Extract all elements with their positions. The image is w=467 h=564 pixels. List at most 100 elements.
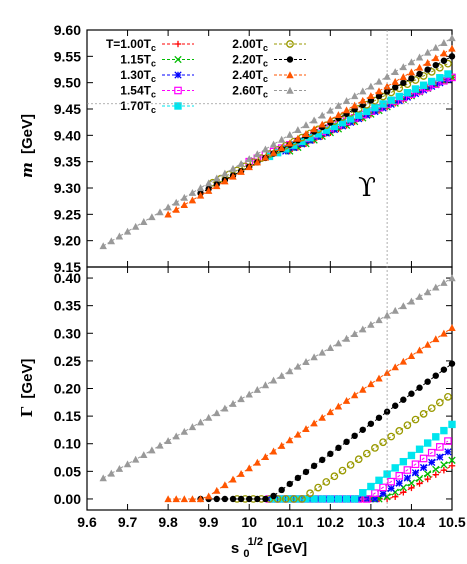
data-point [306, 489, 314, 498]
data-point [351, 432, 358, 440]
y-tick-label: 9.45 [54, 101, 81, 117]
data-point [269, 149, 278, 156]
legend-marker [174, 102, 182, 110]
data-point [326, 344, 335, 352]
data-point [204, 179, 213, 187]
data-point [318, 348, 326, 356]
data-point [448, 274, 456, 282]
data-point [440, 57, 448, 64]
data-point [180, 427, 189, 435]
data-point [363, 495, 371, 503]
data-point [302, 130, 310, 137]
data-point [302, 468, 310, 476]
data-point [294, 474, 302, 482]
data-point [277, 372, 286, 379]
data-point [286, 139, 294, 147]
data-point [428, 458, 436, 466]
data-point [392, 402, 399, 409]
data-point [140, 218, 148, 225]
data-point [350, 330, 359, 338]
y-tick-label: 0.40 [54, 270, 81, 286]
data-point [432, 372, 439, 379]
y-tick-label: 9.20 [54, 233, 81, 249]
data-point [164, 437, 172, 445]
data-point [319, 456, 326, 464]
data-point [435, 398, 444, 407]
data-point [379, 483, 387, 492]
marker-stroke [415, 474, 424, 483]
data-point [355, 111, 363, 119]
data-point [423, 288, 432, 296]
data-point [375, 374, 383, 382]
data-point [408, 75, 415, 82]
data-point [407, 58, 416, 66]
data-point [269, 376, 278, 384]
legend-marker [286, 56, 294, 63]
data-point [436, 453, 444, 461]
legend-item-5: 2.00Tc [232, 37, 306, 53]
legend-label: 1.54Tc [120, 84, 156, 100]
data-point [330, 472, 339, 481]
data-point [229, 475, 237, 483]
data-point [221, 404, 229, 412]
data-point [294, 430, 302, 438]
data-point [254, 495, 261, 503]
data-point [436, 74, 444, 82]
data-point [277, 135, 286, 143]
x-tick-label: 10.4 [398, 514, 425, 530]
data-point [196, 495, 205, 503]
bottom-y-axis-unit: [GeV] [19, 359, 36, 399]
data-point [371, 495, 379, 503]
data-point [415, 53, 424, 61]
data-point [440, 49, 448, 57]
data-point [253, 158, 262, 166]
data-point [407, 297, 416, 305]
data-point [379, 438, 387, 447]
data-point [213, 486, 221, 494]
data-point [399, 302, 408, 310]
data-point [428, 77, 436, 86]
marker-stroke [174, 71, 182, 79]
data-point [286, 130, 294, 138]
legend-label: 2.20Tc [232, 53, 268, 69]
legend-label-sub: c [263, 90, 268, 100]
legend-item-7: 2.40Tc [232, 68, 306, 84]
data-point [399, 63, 408, 71]
data-point [400, 489, 407, 496]
data-point [367, 420, 375, 427]
data-point [407, 68, 416, 76]
x-tick-label: 9.6 [77, 514, 97, 530]
data-point [416, 70, 423, 78]
x-tick-label: 10.3 [357, 514, 384, 530]
legend-label-main: 2.40T [232, 68, 263, 82]
data-point [411, 85, 420, 93]
series-mass-7 [164, 44, 456, 218]
data-point [277, 441, 286, 449]
series-mass-4 [265, 70, 452, 161]
data-point [387, 96, 395, 104]
data-point [432, 465, 440, 474]
legend-item-3: 1.54Tc [120, 84, 194, 100]
data-point [318, 120, 326, 128]
marker-stroke [399, 483, 407, 492]
data-point [411, 460, 420, 469]
data-point [310, 125, 318, 133]
data-point [188, 495, 197, 503]
data-point [334, 111, 343, 118]
data-point [281, 495, 290, 503]
legend-item-2: 1.30Tc [120, 68, 194, 84]
data-point [416, 384, 423, 391]
data-point [419, 410, 428, 418]
data-point [334, 101, 343, 109]
legend-label: T=1.00Tc [106, 37, 156, 53]
legend-label-main: 1.30T [120, 68, 151, 82]
data-point [289, 495, 298, 503]
data-point [246, 495, 253, 503]
data-point [419, 463, 428, 472]
data-point [318, 413, 326, 421]
data-point [335, 444, 342, 452]
data-point [371, 489, 379, 497]
data-point [403, 89, 412, 97]
legend-label-main: 2.20T [232, 53, 263, 67]
data-point [229, 164, 237, 172]
